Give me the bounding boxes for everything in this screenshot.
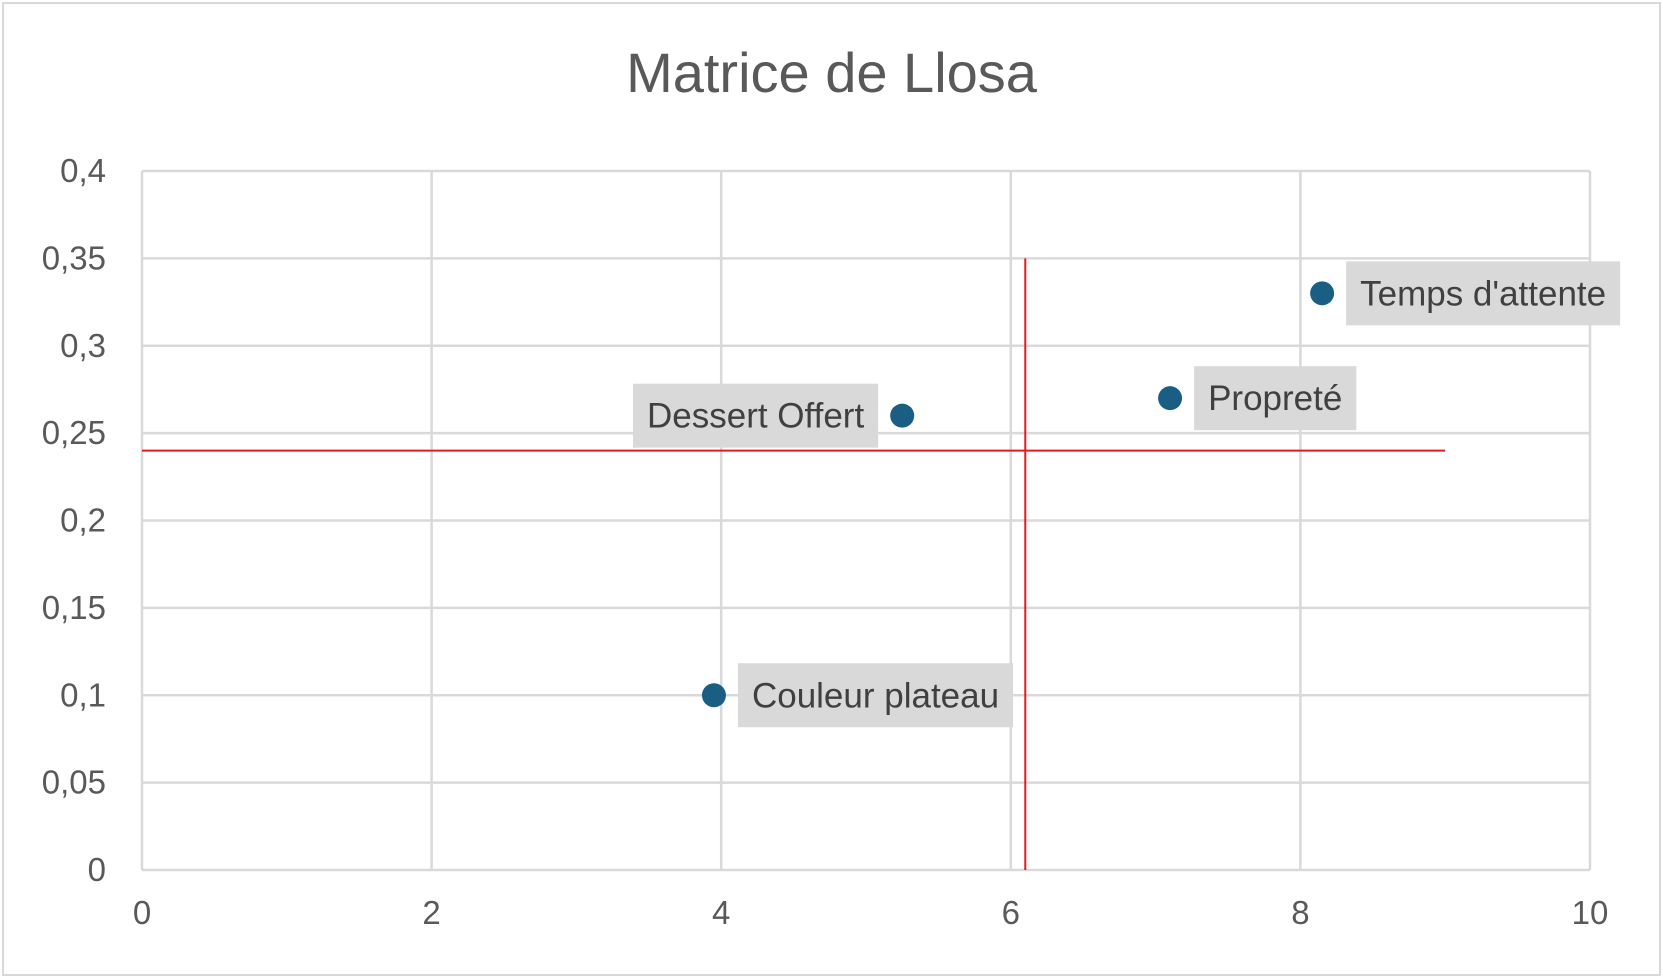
data-label-text: Couleur plateau xyxy=(752,676,999,715)
data-label: Dessert Offert xyxy=(632,383,879,448)
axis-tick-labels: 0 0,05 0,1 0,15 0,2 0,25 0,3 0,35 0,4 0 2 4 6 8 10 xyxy=(42,152,1609,931)
x-tick-label: 2 xyxy=(422,894,440,931)
data-point xyxy=(1158,386,1183,411)
data-label-background xyxy=(737,663,1014,728)
data-label-text: Dessert Offert xyxy=(647,397,864,436)
y-tick-label: 0,15 xyxy=(42,589,106,626)
x-tick-label: 6 xyxy=(1002,894,1020,931)
y-tick-label: 0,3 xyxy=(60,327,106,364)
y-tick-label: 0,05 xyxy=(42,764,106,801)
data-point xyxy=(701,683,726,708)
data-points xyxy=(701,281,1335,708)
data-label-background xyxy=(1194,366,1357,431)
y-tick-label: 0,2 xyxy=(60,502,106,539)
data-labels: Temps d'attente Propreté Dessert Offert Cou… xyxy=(632,261,1621,728)
data-point xyxy=(890,403,915,428)
data-label-background xyxy=(1346,261,1621,326)
data-label: Couleur plateau xyxy=(737,663,1014,728)
y-tick-label: 0 xyxy=(88,851,106,888)
x-tick-label: 8 xyxy=(1291,894,1309,931)
data-label-text: Propreté xyxy=(1208,379,1342,418)
y-tick-label: 0,35 xyxy=(42,239,106,276)
reference-lines xyxy=(142,258,1446,870)
data-label: Propreté xyxy=(1194,366,1357,431)
data-label-text: Temps d'attente xyxy=(1360,274,1606,313)
data-point xyxy=(1310,281,1335,306)
y-tick-label: 0,25 xyxy=(42,414,106,451)
y-tick-label: 0,1 xyxy=(60,676,106,713)
x-tick-label: 10 xyxy=(1572,894,1609,931)
x-tick-label: 0 xyxy=(133,894,151,931)
data-label: Temps d'attente xyxy=(1346,261,1621,326)
chart-title: Matrice de Llosa xyxy=(626,41,1037,104)
x-tick-label: 4 xyxy=(712,894,730,931)
y-tick-label: 0,4 xyxy=(60,152,106,189)
data-label-background xyxy=(632,383,879,448)
